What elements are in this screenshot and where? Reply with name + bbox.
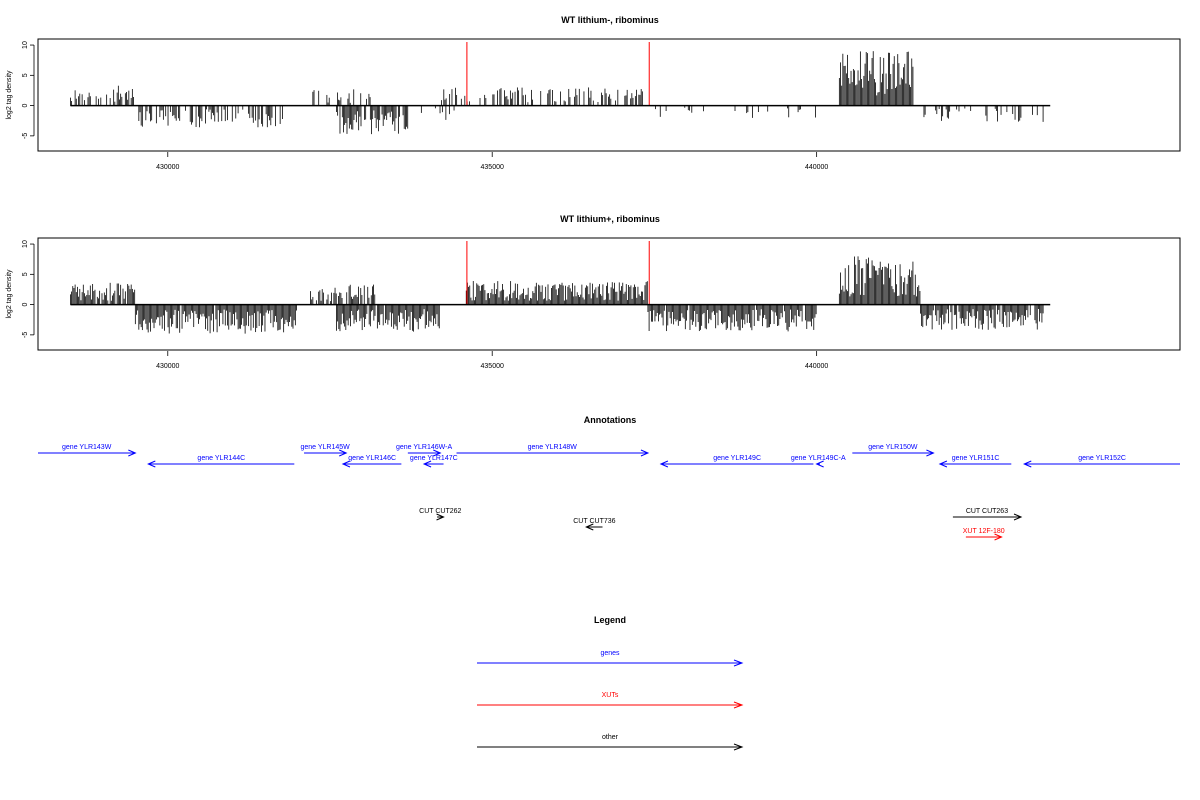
feature-label: gene YLR147C [410, 455, 458, 462]
annotations-title: Annotations [584, 415, 637, 425]
feature-label: gene YLR152C [1078, 455, 1126, 462]
feature-label: gene YLR149C [713, 455, 761, 462]
feature-arrowhead [640, 449, 650, 457]
feature-arrowhead [926, 449, 935, 457]
highlight-group [466, 42, 650, 106]
y-tick-label: -5 [22, 133, 29, 139]
feature-label: gene YLR151C [952, 455, 1000, 462]
feature-arrowhead [815, 460, 824, 468]
legend-title: Legend [594, 615, 626, 625]
legend-arrowhead [733, 701, 744, 709]
feature-gene-ylr148w: gene YLR148W [456, 444, 650, 457]
feature-arrowhead [422, 460, 432, 468]
legend-label: XUTs [602, 692, 619, 699]
highlight-group [466, 241, 650, 305]
feature-cut-cut262: CUT CUT262 [419, 508, 462, 521]
feature-gene-ylr150w: gene YLR150W [852, 444, 935, 457]
legend-entry-other: other [477, 734, 744, 751]
track-panel-lithium-plus: WT lithium+, ribominus log2 tag density … [6, 214, 1181, 370]
x-tick-label: 440000 [805, 164, 828, 171]
feature-arrowhead [433, 449, 442, 457]
y-tick-label: 0 [22, 104, 29, 108]
y-tick-label: 10 [22, 41, 29, 49]
feature-arrowhead [339, 449, 348, 457]
x-axis: 430000 435000 440000 [156, 152, 828, 171]
panel-title: WT lithium-, ribominus [561, 15, 659, 25]
feature-label: CUT CUT262 [419, 508, 461, 515]
feature-gene-ylr151c: gene YLR151C [938, 455, 1012, 468]
y-tick-label: 0 [22, 303, 29, 307]
y-axis-label: log2 tag density [6, 269, 13, 319]
feature-gene-ylr149c-a: gene YLR149C-A [791, 455, 846, 468]
feature-label: gene YLR149C-A [791, 455, 846, 462]
feature-gene-ylr152c: gene YLR152C [1023, 455, 1180, 468]
feature-arrowhead [938, 460, 948, 468]
legend-panel: Legend genes XUTs other [477, 615, 744, 751]
feature-cut-cut736: CUT CUT736 [573, 518, 616, 531]
feature-label: gene YLR143W [62, 444, 112, 451]
feature-label: XUT 12F-180 [963, 528, 1005, 535]
y-axis-label: log2 tag density [6, 70, 13, 120]
bar-group [70, 51, 1044, 135]
feature-arrowhead [994, 533, 1003, 541]
y-axis: -5 0 5 10 [22, 41, 35, 139]
feature-gene-ylr149c: gene YLR149C [659, 455, 814, 468]
feature-arrowhead [436, 513, 445, 521]
feature-label: CUT CUT263 [966, 508, 1008, 515]
y-axis: -5 0 5 10 [22, 240, 35, 338]
feature-label: gene YLR150W [868, 444, 918, 451]
x-tick-label: 435000 [481, 363, 504, 370]
feature-arrowhead [341, 460, 351, 468]
x-tick-label: 440000 [805, 363, 828, 370]
legend-label: other [602, 734, 619, 741]
plot-frame [37, 38, 1181, 152]
feature-arrowhead [585, 523, 594, 531]
feature-gene-ylr144c: gene YLR144C [147, 455, 295, 468]
y-tick-label: 10 [22, 240, 29, 248]
feature-gene-ylr146c: gene YLR146C [341, 455, 402, 468]
legend-entry-xuts: XUTs [477, 692, 744, 709]
feature-label: gene YLR146W-A [396, 444, 452, 451]
feature-arrowhead [128, 449, 137, 457]
bar-group [70, 256, 1044, 334]
legend-arrowhead [733, 659, 744, 667]
feature-label: gene YLR148W [528, 444, 578, 451]
feature-gene-ylr147c: gene YLR147C [410, 455, 458, 468]
feature-arrowhead [1023, 460, 1032, 468]
legend-arrowhead [733, 743, 744, 751]
feature-gene-ylr145w: gene YLR145W [300, 444, 350, 457]
x-tick-label: 430000 [156, 363, 179, 370]
feature-gene-ylr146w-a: gene YLR146W-A [396, 444, 452, 457]
feature-label: gene YLR146C [348, 455, 396, 462]
x-axis: 430000 435000 440000 [156, 351, 828, 370]
feature-label: CUT CUT736 [573, 518, 615, 525]
legend-label: genes [600, 650, 620, 657]
x-tick-label: 435000 [481, 164, 504, 171]
plot-frame [37, 237, 1181, 351]
panel-title: WT lithium+, ribominus [560, 214, 660, 224]
feature-cut-cut263: CUT CUT263 [952, 508, 1023, 521]
track-panel-lithium-minus: WT lithium-, ribominus log2 tag density … [6, 15, 1181, 171]
feature-label: gene YLR144C [197, 455, 245, 462]
legend-entries: genes XUTs other [477, 650, 744, 751]
y-tick-label: 5 [22, 73, 29, 77]
y-tick-label: 5 [22, 272, 29, 276]
feature-arrowhead [1013, 513, 1023, 521]
feature-gene-ylr143w: gene YLR143W [38, 444, 137, 457]
legend-entry-genes: genes [477, 650, 744, 667]
feature-xut-12f-180: XUT 12F-180 [963, 528, 1005, 541]
y-tick-label: -5 [22, 332, 29, 338]
feature-group: gene YLR143W gene YLR144C gene YLR145W gene… [38, 444, 1180, 541]
x-tick-label: 430000 [156, 164, 179, 171]
feature-arrowhead [659, 460, 669, 468]
feature-arrowhead [147, 460, 156, 468]
feature-label: gene YLR145W [300, 444, 350, 451]
